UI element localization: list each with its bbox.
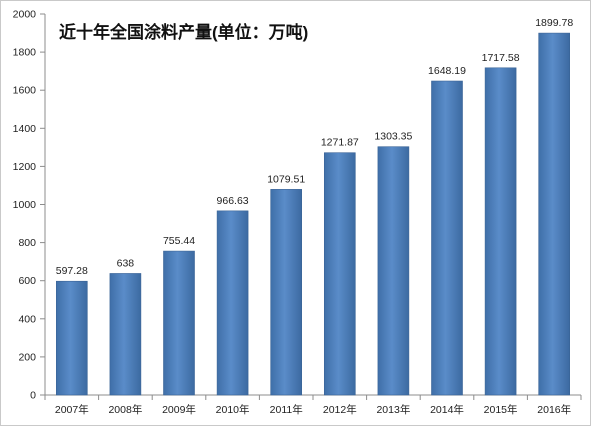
y-tick-label: 200: [18, 351, 36, 363]
y-tick-label: 1400: [13, 123, 37, 135]
data-label: 1079.51: [267, 173, 305, 185]
x-tick-label: 2016年: [537, 403, 571, 416]
bar: [538, 32, 571, 396]
data-label: 755.44: [163, 235, 195, 247]
data-labels: 597.28 638 755.44 966.63 1079.51 1271.87 1303.…: [56, 17, 574, 277]
bar: [216, 210, 249, 396]
data-label: 597.28: [56, 265, 88, 277]
x-tick-label: 2010年: [216, 403, 250, 416]
x-tick-label: 2013年: [376, 403, 410, 416]
data-label: 1648.19: [428, 65, 466, 77]
chart-title: 近十年全国涂料产量(单位：万吨): [59, 23, 309, 42]
data-label: 1303.35: [374, 131, 412, 143]
bar: [484, 67, 517, 396]
data-label: 966.63: [217, 195, 249, 207]
y-tick-label: 600: [18, 275, 36, 287]
x-tick-label: 2014年: [430, 403, 464, 416]
y-tick-label: 400: [18, 313, 36, 325]
bar: [55, 280, 88, 396]
bar: [163, 250, 195, 396]
data-label: 1271.87: [321, 137, 359, 149]
x-tick-label: 2011年: [270, 403, 303, 416]
x-tick-label: 2009年: [162, 403, 196, 416]
y-tick-label: 0: [30, 390, 36, 402]
data-label: 638: [117, 257, 135, 269]
y-tick-label: 1600: [13, 85, 37, 97]
bars: [55, 32, 571, 396]
y-tick-label: 1200: [13, 161, 37, 173]
data-label: 1899.78: [535, 17, 573, 29]
axes: 0 200 400 600 800 1000 1200 1400 1600 1800 2000 200…: [13, 9, 582, 416]
y-tick-label: 2000: [13, 9, 37, 21]
bar: [377, 146, 410, 396]
x-tick-label: 2015年: [484, 403, 518, 416]
data-label: 1717.58: [482, 52, 520, 64]
y-tick-label: 1000: [13, 199, 37, 211]
y-tick-label: 800: [18, 237, 36, 249]
x-tick-label: 2007年: [55, 403, 89, 416]
bar: [431, 80, 463, 396]
bar: [270, 189, 303, 396]
bar: [323, 152, 356, 396]
bar: [109, 273, 142, 396]
x-tick-label: 2012年: [323, 403, 357, 416]
y-tick-label: 1800: [13, 47, 37, 59]
x-tick-label: 2008年: [108, 403, 142, 416]
